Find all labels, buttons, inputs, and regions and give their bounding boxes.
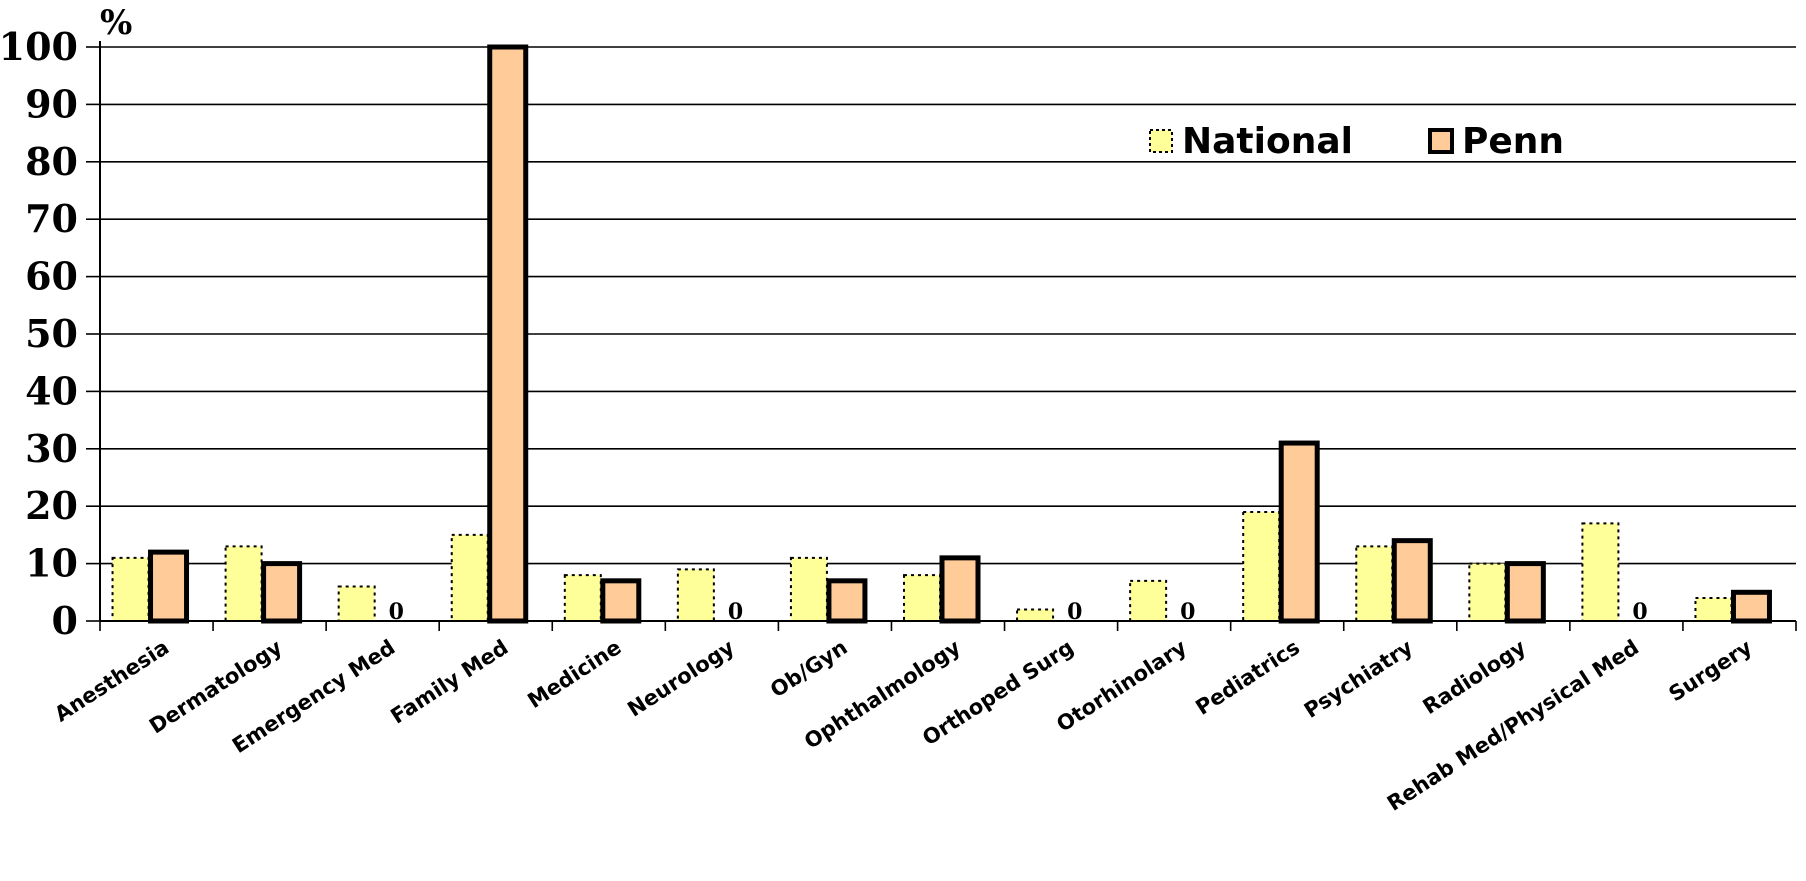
bar-national <box>224 545 263 623</box>
legend-swatch <box>1428 128 1454 154</box>
bar-penn <box>939 555 981 624</box>
bar-penn <box>261 561 303 624</box>
bar-national <box>1242 510 1281 622</box>
y-tick-label: 30 <box>25 426 78 471</box>
x-tick-label: Surgery <box>1664 635 1756 706</box>
y-tick-label: 80 <box>25 139 78 184</box>
bar-national <box>1129 579 1168 623</box>
y-tick-label: 60 <box>25 254 78 299</box>
x-tick-label: Pediatrics <box>1191 635 1304 720</box>
x-tick-label: Psychiatry <box>1300 635 1417 723</box>
legend-swatch <box>1149 129 1173 153</box>
bars: 0 0 0 0 0 <box>111 44 1772 625</box>
y-tick-label: 0 <box>52 598 78 643</box>
bar-penn-zero-label: 0 <box>1067 599 1082 625</box>
bar-penn-zero-label: 0 <box>1180 599 1195 625</box>
y-tick-label: 100 <box>0 24 78 69</box>
bar-penn <box>1730 589 1772 624</box>
bar-penn <box>148 549 190 624</box>
bar-national <box>450 533 489 623</box>
bar-national <box>1694 597 1733 622</box>
y-tick-label: 20 <box>25 483 78 528</box>
y-tick-label: 90 <box>25 81 78 126</box>
y-tick-label: 40 <box>25 368 78 413</box>
y-tick-label: 70 <box>25 196 78 241</box>
axes <box>99 41 1797 631</box>
bar-national <box>676 568 715 623</box>
gridlines <box>100 46 1796 565</box>
legend: National Penn <box>1149 121 1564 162</box>
x-tick-label: Radiology <box>1419 635 1531 719</box>
x-tick-label: Neurology <box>623 635 739 722</box>
bar-penn <box>826 578 868 624</box>
bar-national <box>1468 562 1507 622</box>
bar-national <box>111 556 150 622</box>
y-tick-label: 50 <box>25 311 78 356</box>
bar-penn-zero-label: 0 <box>389 599 404 625</box>
bar-national <box>563 574 602 623</box>
bar-penn <box>600 578 642 624</box>
bar-national <box>903 574 941 623</box>
bar-penn <box>1278 440 1320 624</box>
bar-national <box>1355 545 1394 623</box>
x-tick-label: Ob/Gyn <box>766 635 852 702</box>
legend-label: Penn <box>1462 121 1564 162</box>
x-tick-label: Medicine <box>523 635 625 713</box>
bar-penn <box>1391 538 1433 624</box>
y-tick-label: 10 <box>25 541 78 586</box>
bar-national <box>337 585 376 622</box>
bar-national <box>789 556 828 622</box>
bar-penn-zero-label: 0 <box>1632 599 1647 625</box>
bar-penn <box>1504 561 1546 624</box>
legend-label: National <box>1182 121 1353 162</box>
bar-penn <box>487 44 529 624</box>
bar-national <box>1581 522 1620 622</box>
y-axis-ticks: 0 10 20 30 40 50 60 70 80 90 100 <box>0 24 100 643</box>
bar-penn-zero-label: 0 <box>728 599 743 625</box>
y-axis-label: % <box>100 3 132 43</box>
x-tick-label: Family Med <box>386 635 512 729</box>
bar-national <box>1016 608 1055 623</box>
